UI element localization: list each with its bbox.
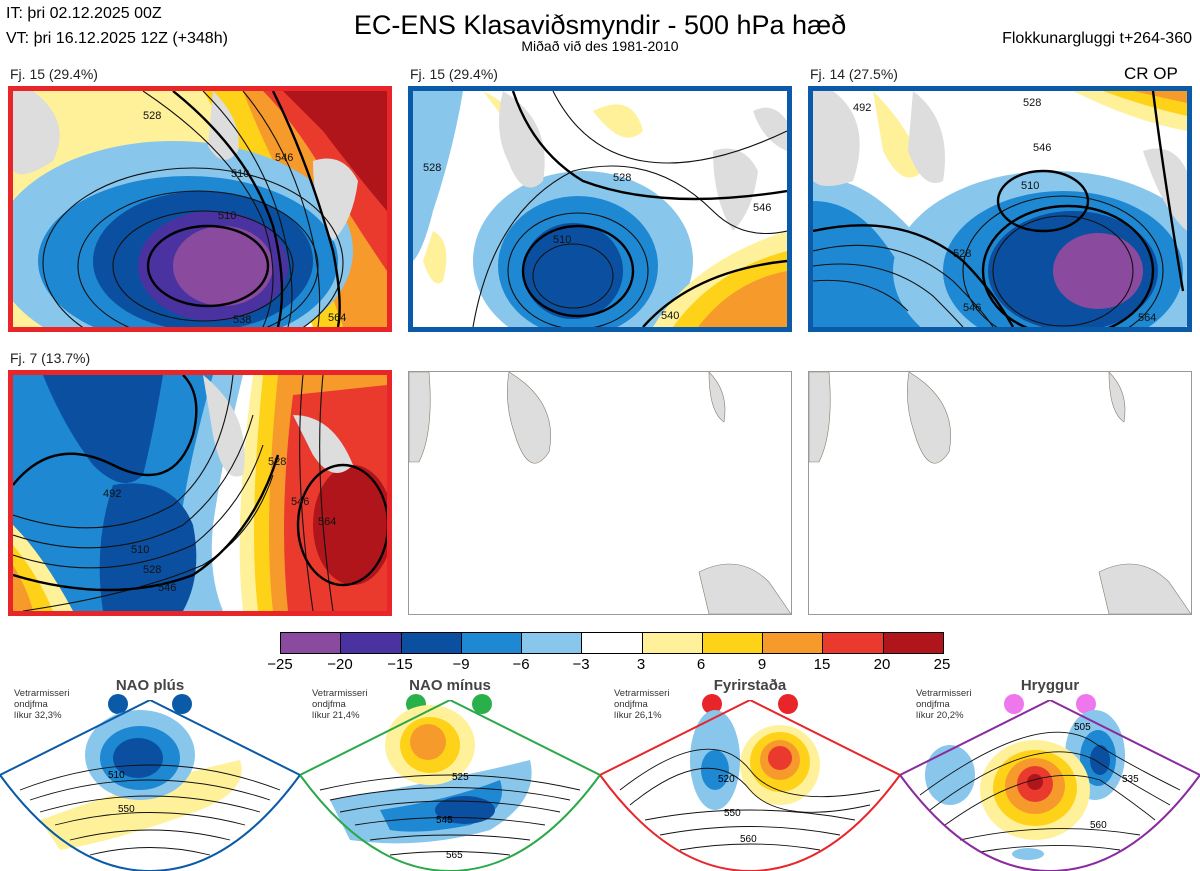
regime-ridge-dot [1076,694,1096,714]
contour-label: 546 [291,496,309,508]
regime-contour-label: 565 [446,850,463,861]
panel-4-label: Fj. 7 (13.7%) [10,350,91,366]
contour-label: 510 [218,210,236,222]
regime-blocking-title: Fyrirstaða [713,677,787,694]
colorbar-tick: −25 [267,656,293,673]
contour-label: 564 [1138,312,1156,324]
colorbar-segment [641,633,702,653]
contour-label: 546 [753,202,771,214]
regime-contour-label: 535 [1122,774,1139,785]
cluster-panel-2: 528 510 540 528 546 [408,86,792,332]
colorbar-segment [400,633,461,653]
regime-nao-plus-dot [172,694,192,714]
regime-ridge-map: 505 535 560 [900,700,1200,871]
regime-nao-plus-map: 510 550 [0,700,300,871]
colorbar-segment [701,633,763,653]
contour-label: 510 [553,234,571,246]
regime-nao-plus-title: NAO plús [115,677,185,694]
contour-label: 546 [1033,142,1051,154]
colorbar-segment [822,633,883,653]
colorbar-tick: −9 [452,656,470,673]
colorbar-segment [882,633,943,653]
empty-map-panel-1 [408,371,792,615]
regime-nao-minus-dot [472,694,492,714]
regime-contour-label: 560 [740,834,757,845]
init-time: IT: þri 02.12.2025 00Z [6,5,162,22]
regime-blocking-dot [702,694,722,714]
contour-label: 492 [103,488,121,500]
contour-label: 564 [328,312,346,324]
contour-label: 546 [158,582,176,594]
cluster-panel-4: 492 510 528 546 528 546 564 [8,370,392,616]
contour-label: 510 [1021,180,1039,192]
contour-label: 538 [233,314,251,326]
colorbar-tick: −20 [327,656,353,673]
colorbar-segment [521,633,582,653]
contour-label: 510 [131,544,149,556]
panel-3-label: Fj. 14 (27.5%) [810,66,898,82]
colorbar-tick: 3 [636,656,646,673]
cluster-panel-1: 510 528 546 564 538 510 [8,86,392,332]
colorbar-tick: 9 [757,656,767,673]
empty-map-panel-2 [808,371,1192,615]
colorbar-segment [340,633,401,653]
classification-window: Flokkunargluggi t+264-360 [1002,30,1192,47]
regime-blocking-note: Vetrarmisseri ondjfma líkur 26,1% [614,688,670,721]
contour-label: 528 [953,248,971,260]
contour-label: 540 [661,310,679,322]
regime-blocking-map: 520 550 560 [600,700,900,871]
colorbar-tick: 20 [873,656,891,673]
colorbar-tick: 25 [933,656,951,673]
colorbar-segment [281,633,341,653]
colorbar-tick: 15 [813,656,831,673]
regime-ridge-title: Hryggur [1020,677,1080,694]
contour-label: 528 [143,110,161,122]
regime-contour-label: 550 [724,808,741,819]
page-title: EC-ENS Klasaviðsmyndir - 500 hPa hæð [353,10,847,40]
colorbar-segment [762,633,823,653]
page-subtitle: Miðað við des 1981-2010 [521,38,679,54]
regime-nao-minus-map: 525 545 565 [300,700,600,871]
regime-contour-label: 545 [436,815,453,826]
contour-label: 546 [275,152,293,164]
control-run-tag: CR OP [1124,64,1178,83]
regime-ridge-note: Vetrarmisseri ondjfma líkur 20,2% [916,688,972,721]
regime-nao-minus-title: NAO mínus [409,677,491,694]
colorbar-tick: 6 [696,656,706,673]
contour-label: 564 [318,516,336,528]
colorbar-tick: −6 [512,656,530,673]
contour-label: 528 [423,162,441,174]
contour-label: 528 [268,456,286,468]
regime-contour-label: 505 [1074,722,1091,733]
regime-contour-label: 550 [118,804,135,815]
colorbar-segment [581,633,642,653]
contour-label: 528 [1023,97,1041,109]
contour-label: 510 [231,168,249,180]
panel-1-label: Fj. 15 (29.4%) [10,66,98,82]
regime-blocking-dot [778,694,798,714]
cluster-panel-3: 492 528 546 510 528 546 564 [808,86,1192,332]
regime-nao-plus-dot [108,694,128,714]
regime-ridge-dot [1004,694,1024,714]
regime-contour-label: 560 [1090,820,1107,831]
panel-2-label: Fj. 15 (29.4%) [410,66,498,82]
regime-contour-label: 525 [452,772,469,783]
regime-contour-label: 520 [718,774,735,785]
contour-label: 492 [853,102,871,114]
regime-contour-label: 510 [108,770,125,781]
contour-label: 528 [143,564,161,576]
contour-label: 546 [963,302,981,314]
regime-nao-minus-note: Vetrarmisseri ondjfma líkur 21,4% [312,688,368,721]
valid-time: VT: þri 16.12.2025 12Z (+348h) [6,30,228,47]
colorbar [280,632,944,654]
colorbar-tick: −15 [387,656,413,673]
contour-label: 528 [613,172,631,184]
colorbar-tick: −3 [572,656,590,673]
colorbar-segment [460,633,522,653]
regime-nao-plus-note: Vetrarmisseri ondjfma líkur 32,3% [14,688,70,721]
